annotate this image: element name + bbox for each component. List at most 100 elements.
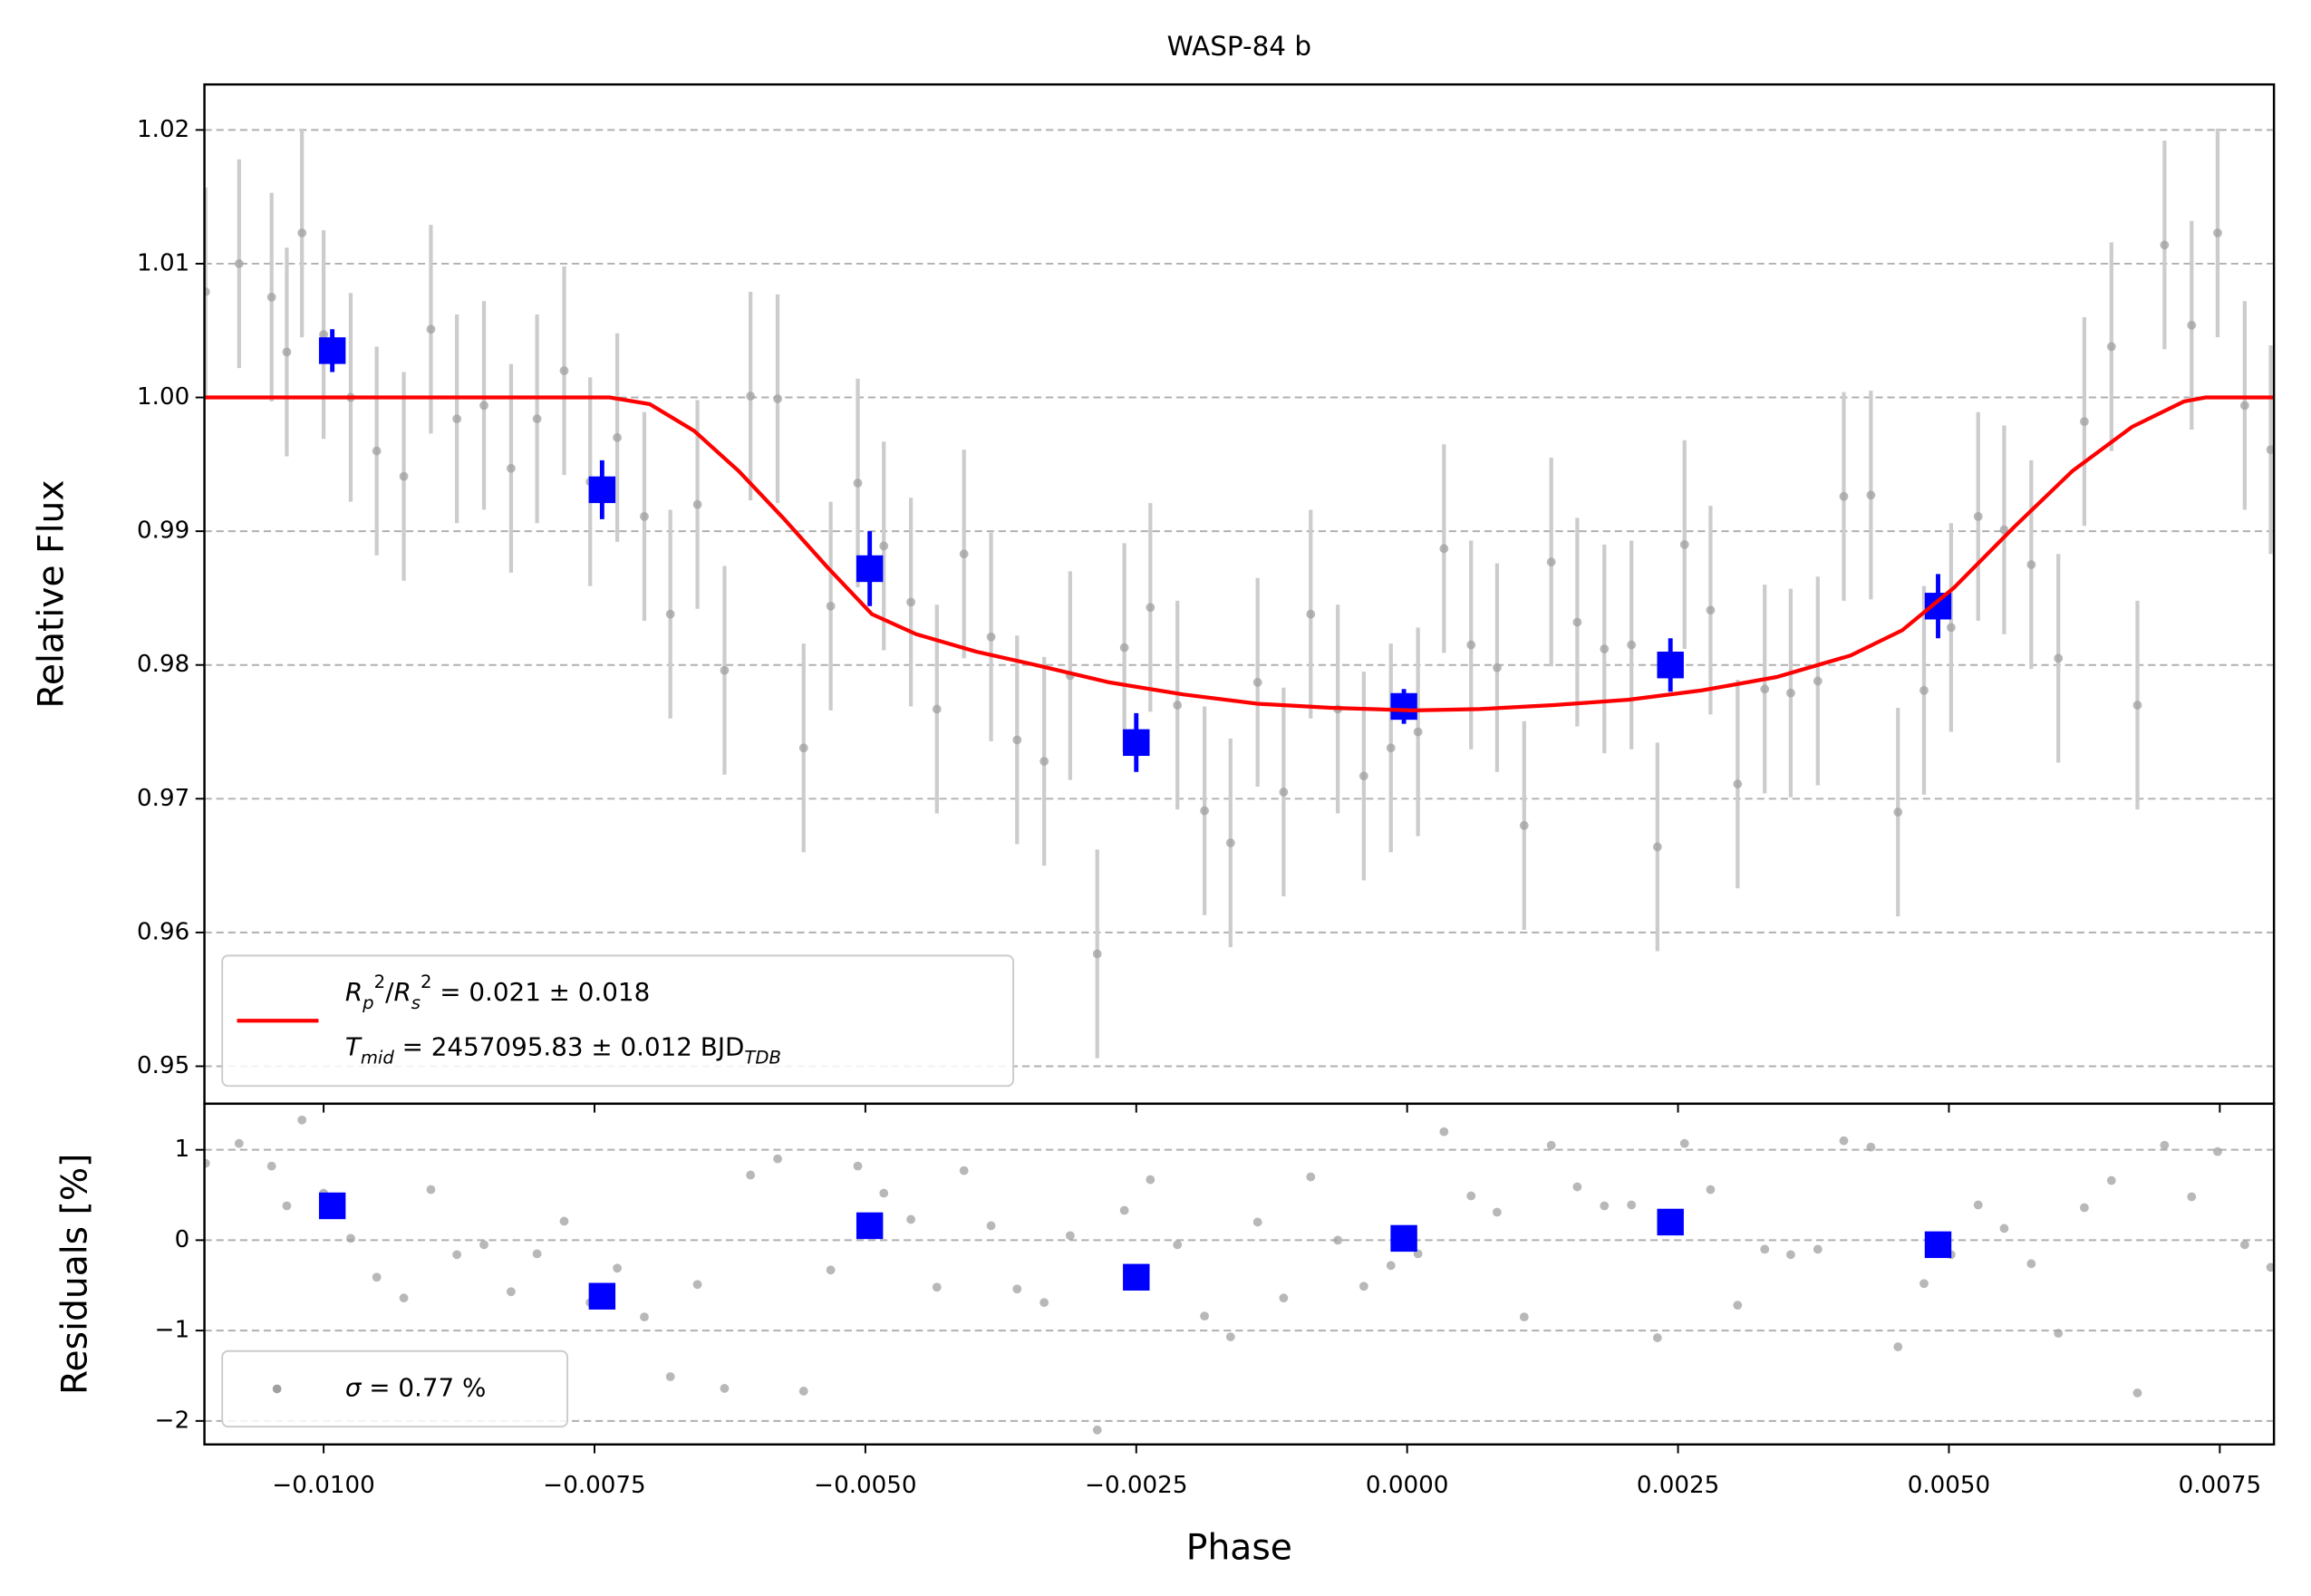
- data-point: [426, 1185, 436, 1195]
- binned-point: [1924, 1231, 1952, 1259]
- data-point: [1119, 643, 1129, 653]
- data-point: [452, 1250, 462, 1260]
- data-point: [1572, 617, 1582, 627]
- data-point: [1200, 806, 1210, 816]
- data-point: [1813, 1244, 1823, 1254]
- data-point: [746, 392, 756, 401]
- y-tick-label: 1.00: [137, 383, 189, 411]
- data-point: [773, 1154, 782, 1164]
- data-point: [2132, 701, 2142, 710]
- data-point: [1173, 701, 1183, 710]
- y-tick-label: 1.02: [137, 116, 189, 143]
- x-tick-label: 0.0000: [1366, 1472, 1448, 1499]
- data-point: [2106, 1175, 2116, 1185]
- data-point: [2239, 1240, 2249, 1250]
- data-point: [372, 1272, 382, 1282]
- data-point: [1386, 743, 1396, 753]
- y-axis-label: Residuals [%]: [55, 1154, 96, 1395]
- data-point: [1919, 1279, 1929, 1289]
- data-point: [2266, 1262, 2275, 1272]
- plot-frame: [203, 1102, 2276, 1446]
- data-point: [2160, 240, 2170, 250]
- data-point: [613, 1263, 622, 1273]
- legend-label: Rp2/Rs2 = 0.021 ± 0.018: [345, 972, 650, 1013]
- binned-point: [588, 476, 616, 504]
- data-point: [1092, 1425, 1102, 1435]
- binned-point: [856, 555, 884, 583]
- data-point: [234, 1138, 244, 1148]
- binned-point: [1657, 652, 1684, 679]
- data-point: [692, 1280, 702, 1290]
- data-point: [1546, 1140, 1556, 1150]
- x-tick-label: −0.0100: [272, 1472, 374, 1499]
- data-point: [532, 1249, 542, 1259]
- data-point: [282, 1201, 292, 1211]
- data-point: [282, 347, 292, 357]
- data-point: [1572, 1182, 1582, 1192]
- data-point: [986, 632, 996, 642]
- data-point: [2080, 1203, 2089, 1213]
- y-tick-label: 1: [175, 1136, 190, 1163]
- data-point: [479, 1240, 488, 1250]
- data-point: [826, 1265, 836, 1275]
- y-tick-label: 0.95: [137, 1052, 189, 1079]
- data-point: [559, 1216, 569, 1226]
- data-point: [266, 292, 276, 302]
- data-point: [1119, 1205, 1129, 1215]
- data-point: [932, 1282, 942, 1292]
- data-point: [1492, 1207, 1502, 1217]
- data-point: [2213, 1146, 2222, 1156]
- binned-point: [1390, 692, 1417, 721]
- data-point: [1279, 1293, 1289, 1303]
- data-point: [1252, 677, 1262, 687]
- y-tick-label: −1: [155, 1317, 190, 1344]
- binned-point: [588, 1282, 616, 1310]
- data-point: [1466, 1191, 1476, 1201]
- y-tick-label: 0.98: [137, 651, 189, 678]
- data-point: [1492, 663, 1502, 672]
- legend-text-part: s: [411, 992, 421, 1013]
- data-point: [1893, 808, 1903, 817]
- data-point: [2080, 417, 2089, 427]
- data-point: [507, 1287, 516, 1297]
- data-point: [906, 597, 915, 607]
- data-point: [1039, 757, 1049, 766]
- data-point: [1760, 1244, 1770, 1254]
- data-point: [879, 1188, 889, 1198]
- binned-point: [318, 337, 346, 364]
- legend-text-part: /: [385, 977, 394, 1007]
- data-point: [720, 665, 730, 675]
- data-point: [319, 330, 328, 340]
- plot-area: [204, 128, 2275, 1059]
- data-point: [2054, 1329, 2064, 1339]
- data-point: [1652, 842, 1662, 852]
- data-point: [1012, 735, 1022, 745]
- data-point: [204, 1158, 210, 1168]
- x-axis-label: Phase: [1186, 1527, 1292, 1568]
- data-point: [640, 1312, 649, 1322]
- legend-text-part: = 2457095.83 ± 0.012 BJD: [394, 1032, 745, 1062]
- data-point: [1252, 1217, 1262, 1227]
- binned-point: [856, 1212, 884, 1240]
- data-point: [1733, 1301, 1743, 1311]
- data-point: [959, 549, 969, 559]
- data-point: [773, 394, 782, 403]
- data-point: [1466, 640, 1476, 650]
- data-point: [1600, 1201, 1610, 1211]
- data-point: [1786, 1250, 1795, 1260]
- binned-point: [1657, 1208, 1684, 1236]
- legend-text-part: p: [362, 992, 373, 1013]
- data-point: [665, 609, 675, 619]
- data-point: [826, 601, 836, 611]
- legend-text-part: σ: [345, 1372, 363, 1402]
- data-point: [1733, 779, 1743, 788]
- data-point: [346, 1233, 355, 1243]
- data-point: [692, 499, 702, 509]
- data-point: [1866, 1142, 1876, 1152]
- data-point: [1706, 1185, 1716, 1195]
- binned-point: [1123, 1263, 1150, 1291]
- data-point: [1279, 788, 1289, 797]
- data-point: [1039, 1298, 1049, 1308]
